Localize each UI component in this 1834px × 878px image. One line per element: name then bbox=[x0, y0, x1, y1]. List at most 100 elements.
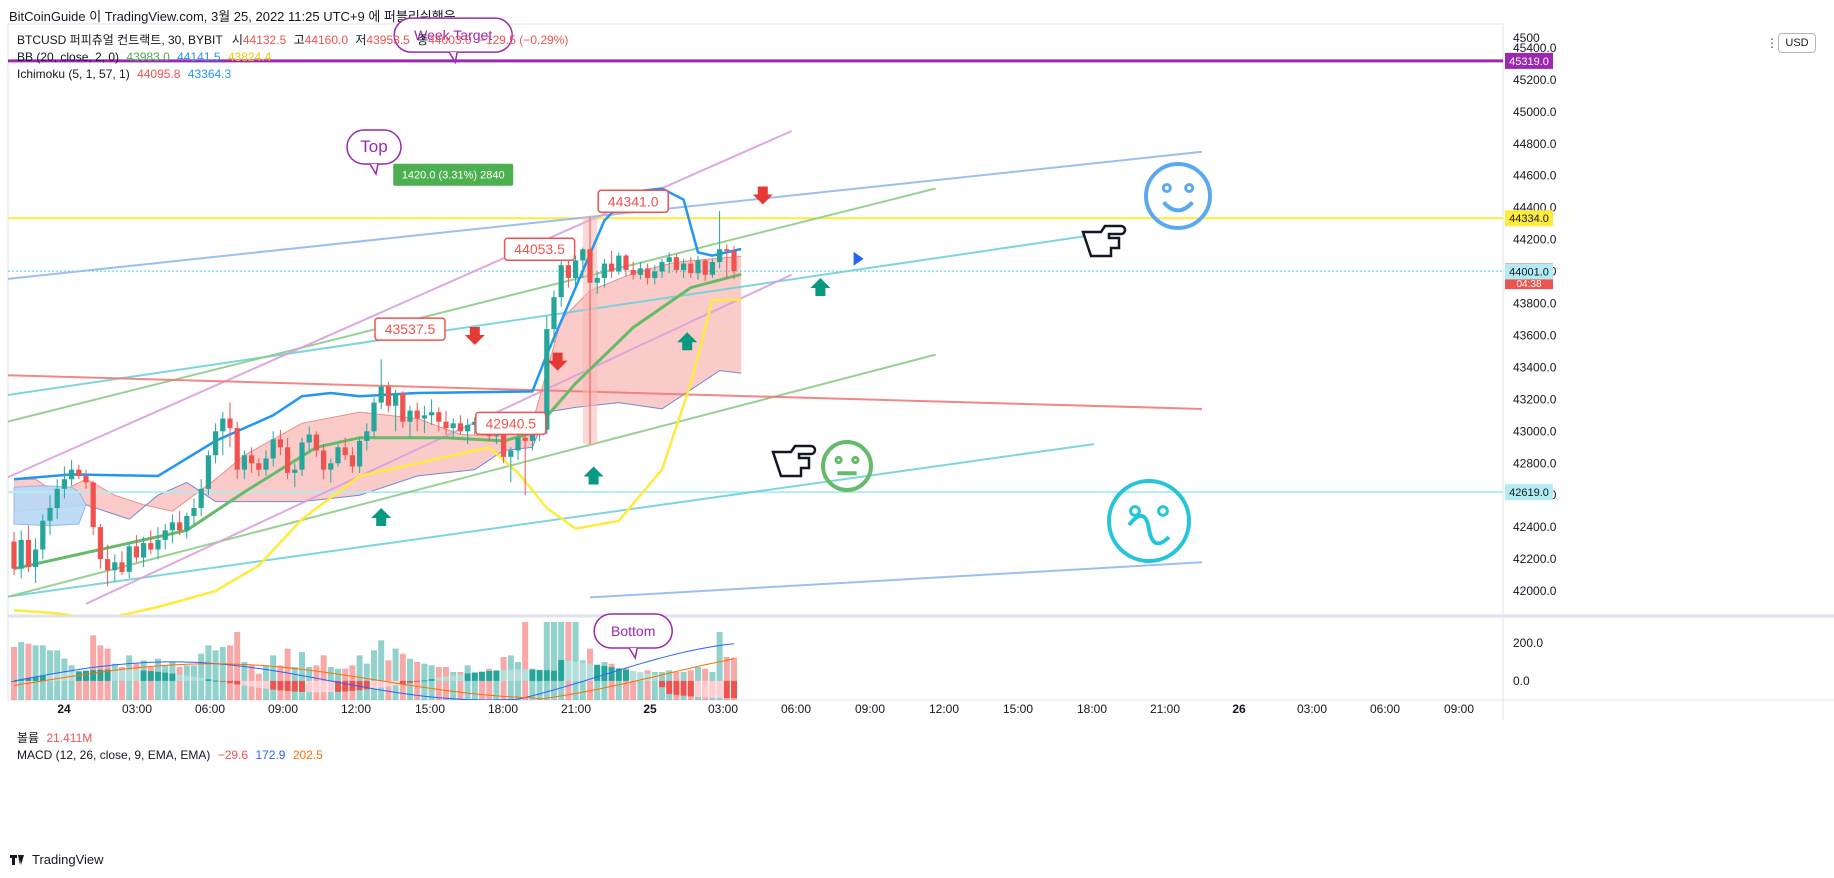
macd-histogram-bar bbox=[327, 680, 334, 693]
candle-body bbox=[731, 250, 737, 272]
macd-histogram-bar bbox=[666, 680, 673, 694]
macd-histogram-bar bbox=[428, 679, 435, 681]
trend-line-8 bbox=[8, 374, 1203, 410]
price-tick-label: 45400.0 bbox=[1513, 41, 1557, 55]
tradingview-logo-icon bbox=[10, 855, 24, 865]
price-label-1: 44334.0 bbox=[1509, 213, 1549, 225]
macd-histogram-bar bbox=[219, 680, 226, 682]
price-label-0: 45319.0 bbox=[1509, 56, 1549, 68]
macd-histogram-bar bbox=[133, 670, 140, 681]
currency-button[interactable]: USD bbox=[1778, 33, 1816, 53]
price-tick-label: 45000.0 bbox=[1513, 105, 1557, 119]
volume-bar bbox=[68, 665, 75, 700]
macd-histogram-bar bbox=[716, 680, 723, 699]
lower-pane bbox=[11, 622, 737, 700]
macd-histogram-bar bbox=[687, 680, 694, 697]
price-callout-text-4: 43537.5 bbox=[385, 321, 436, 337]
candle-body bbox=[443, 421, 449, 429]
candle-body bbox=[306, 434, 312, 443]
volume-bar bbox=[493, 672, 500, 700]
trend-line-4 bbox=[8, 187, 936, 423]
macd-histogram-bar bbox=[414, 680, 421, 682]
candle-body bbox=[119, 562, 125, 572]
legend-bb-upper: 44141.5 bbox=[177, 50, 221, 64]
time-tick-label: 03:00 bbox=[708, 702, 738, 716]
candle-body bbox=[299, 442, 305, 470]
macd-histogram-bar bbox=[335, 680, 341, 692]
time-tick-label: 18:00 bbox=[1077, 702, 1107, 716]
volume-bar bbox=[39, 645, 46, 700]
legend-symbol: BTCUSD 퍼피츄얼 컨트랙트, 30, BYBIT bbox=[17, 33, 223, 47]
macd-histogram-bar bbox=[111, 669, 118, 681]
candle-body bbox=[148, 543, 154, 550]
macd-histogram-bar bbox=[25, 678, 32, 681]
candle-body bbox=[105, 559, 111, 571]
blue-marker-icon bbox=[853, 251, 864, 266]
price-callout-5 bbox=[503, 237, 576, 261]
price-tick-label: 43000.0 bbox=[1513, 424, 1557, 438]
candle-body bbox=[162, 530, 168, 540]
price-tick-label: 4500 bbox=[1513, 31, 1540, 45]
macd-histogram-bar bbox=[709, 680, 716, 698]
time-tick-label: 26 bbox=[1232, 702, 1246, 716]
candle-body bbox=[630, 269, 636, 275]
macd-histogram-bar bbox=[255, 680, 262, 688]
price-tick-label: 44800.0 bbox=[1513, 137, 1557, 151]
price-tick-label: 43800.0 bbox=[1513, 297, 1557, 311]
price-callout-text-7: 42940.5 bbox=[485, 415, 536, 431]
macd-histogram-bar bbox=[306, 680, 313, 693]
macd-histogram-bar bbox=[543, 670, 550, 681]
macd-histogram-bar bbox=[371, 680, 377, 689]
macd-line bbox=[13, 643, 735, 700]
volume-bar bbox=[572, 622, 579, 700]
candle-body bbox=[450, 423, 456, 429]
happy-eye bbox=[1161, 182, 1172, 194]
volume-bar bbox=[191, 665, 197, 700]
bb-lower-line bbox=[13, 298, 742, 615]
volume-bar bbox=[551, 622, 557, 700]
candle-body bbox=[465, 424, 471, 432]
macd-histogram-bar bbox=[320, 680, 327, 693]
legend-low-label: 저 bbox=[355, 33, 367, 47]
macd-histogram-bar bbox=[500, 669, 507, 681]
volume-bar bbox=[198, 653, 205, 700]
volume-bar bbox=[176, 667, 183, 700]
candle-body bbox=[688, 263, 694, 274]
candle-body bbox=[652, 271, 658, 278]
volume-bar bbox=[529, 668, 536, 700]
macd-histogram-bar bbox=[529, 669, 536, 681]
macd-histogram-bar bbox=[104, 669, 111, 681]
more-menu-icon[interactable]: ⋮ bbox=[1766, 36, 1778, 50]
volume-bar bbox=[644, 670, 651, 700]
macd-histogram-bar bbox=[680, 680, 687, 696]
time-tick-label: 12:00 bbox=[341, 702, 371, 716]
happy-eye bbox=[1184, 182, 1195, 194]
candle-body bbox=[501, 432, 507, 457]
volume-bar bbox=[421, 663, 428, 700]
volume-bar bbox=[594, 668, 601, 700]
price-tick-label: 43400.0 bbox=[1513, 360, 1557, 374]
macd-histogram-bar bbox=[522, 669, 529, 681]
trend-line-0 bbox=[8, 150, 1203, 280]
macd-histogram-bar bbox=[601, 665, 608, 681]
chart-legend: BTCUSD 퍼피츄얼 컨트랙트, 30, BYBIT 시44132.5 고44… bbox=[17, 32, 568, 83]
macd-histogram-bar bbox=[565, 660, 572, 681]
price-tick-label: 42800.0 bbox=[1513, 456, 1557, 470]
neutral-eye bbox=[851, 455, 860, 465]
time-tick-label: 25 bbox=[643, 702, 657, 716]
candle-body bbox=[328, 463, 334, 470]
volume-bar bbox=[623, 668, 629, 700]
volume-bar bbox=[75, 677, 82, 700]
macd-histogram-bar bbox=[97, 669, 104, 681]
macd-histogram-bar bbox=[363, 680, 370, 690]
macd-histogram-bar bbox=[515, 669, 521, 681]
volume-bar bbox=[608, 663, 615, 700]
candle-body bbox=[133, 546, 139, 558]
macd-histogram-bar bbox=[579, 662, 586, 681]
volume-bar bbox=[731, 657, 737, 700]
candle-body bbox=[522, 437, 528, 441]
legend-close: 44003.0 bbox=[428, 33, 472, 47]
macd-tick-label: 0.0 bbox=[1513, 674, 1530, 688]
time-tick-label: 06:00 bbox=[195, 702, 225, 716]
